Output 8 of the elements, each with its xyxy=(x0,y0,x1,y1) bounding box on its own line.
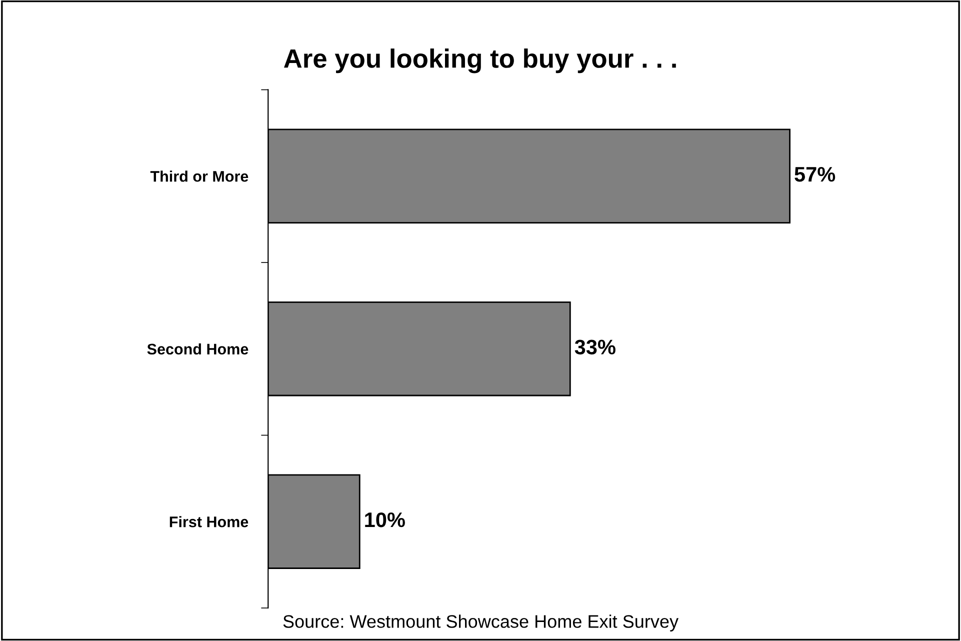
data-label: 33% xyxy=(574,340,616,354)
y-tick-label: Second Home xyxy=(147,343,248,355)
source-note: Source: Westmount Showcase Home Exit Survey xyxy=(283,614,679,632)
chart-title: Are you looking to buy your . . . xyxy=(284,48,676,74)
y-tick-label: First Home xyxy=(170,516,248,528)
y-tick-label: Third or More xyxy=(150,170,248,182)
data-label: 10% xyxy=(365,512,405,528)
data-label: 57% xyxy=(794,167,836,182)
